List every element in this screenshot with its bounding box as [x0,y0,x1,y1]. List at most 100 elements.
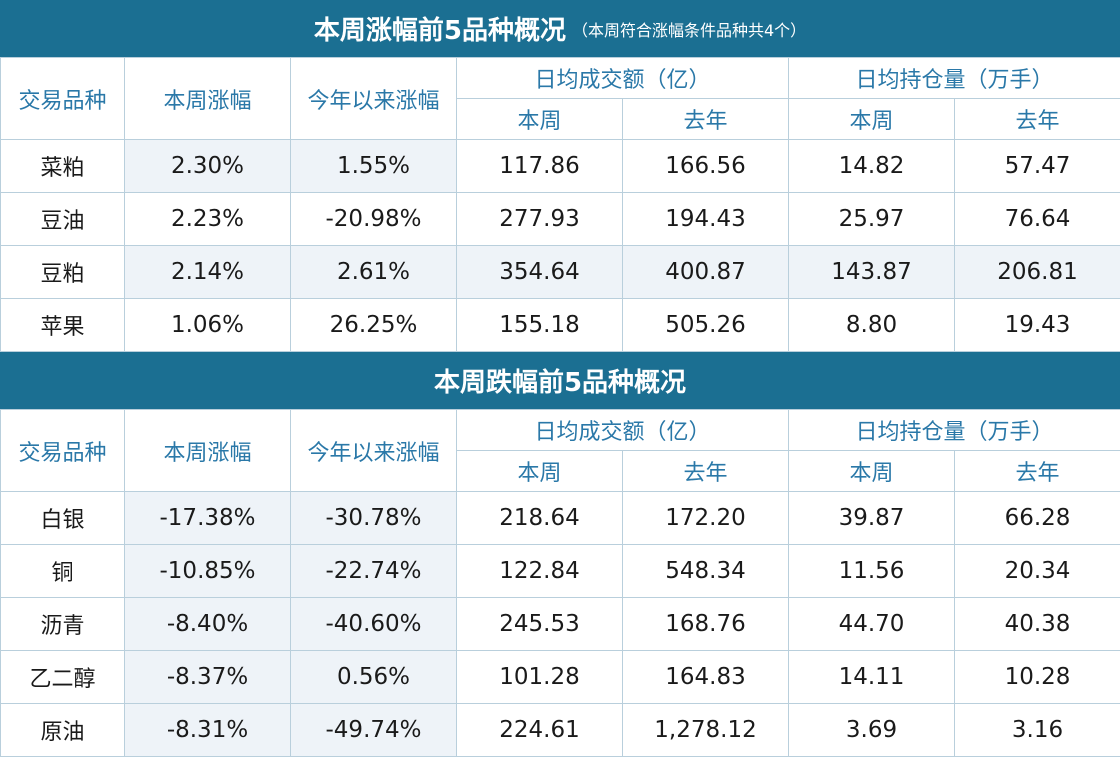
table-row: 苹果 1.06% 26.25% 155.18 505.26 8.80 19.43 [0,298,1120,352]
cell-variety: 原油 [0,703,125,757]
cell-ytd-change: 26.25% [290,298,457,352]
header-ytd-change: 今年以来涨幅 [290,409,457,492]
cell-variety: 白银 [0,491,125,545]
cell-oi-this-week: 143.87 [788,245,956,299]
top-gainers-table: 交易品种 本周涨幅 今年以来涨幅 日均成交额（亿） 日均持仓量（万手） 本周 去… [0,57,1120,352]
header-variety: 交易品种 [0,409,125,492]
cell-ytd-change: -30.78% [290,491,457,545]
table-row: 豆粕 2.14% 2.61% 354.64 400.87 143.87 206.… [0,245,1120,299]
cell-oi-this-week: 44.70 [788,597,956,651]
cell-oi-last-year: 57.47 [954,139,1120,193]
top-gainers-subtitle: （本周符合涨幅条件品种共4个） [571,20,807,40]
cell-variety: 苹果 [0,298,125,352]
cell-ytd-change: 0.56% [290,650,457,704]
top-gainers-title-bar: 本周涨幅前5品种概况 （本周符合涨幅条件品种共4个） [0,0,1120,57]
cell-oi-last-year: 19.43 [954,298,1120,352]
cell-volume-this-week: 224.61 [456,703,623,757]
cell-week-change: -8.31% [124,703,291,757]
cell-volume-this-week: 122.84 [456,544,623,598]
cell-ytd-change: -20.98% [290,192,457,246]
cell-oi-this-week: 3.69 [788,703,956,757]
cell-week-change: 2.30% [124,139,291,193]
cell-week-change: 2.23% [124,192,291,246]
header-ytd-change: 今年以来涨幅 [290,57,457,140]
header-week-change: 本周涨幅 [124,409,291,492]
header-avg-oi: 日均持仓量（万手） [788,57,1120,99]
cell-oi-last-year: 20.34 [954,544,1120,598]
cell-volume-last-year: 164.83 [621,650,790,704]
header-row: 交易品种 本周涨幅 今年以来涨幅 日均成交额（亿） 日均持仓量（万手） [0,409,1120,492]
header-avg-volume: 日均成交额（亿） [455,57,790,99]
subheader-oi-last-year: 去年 [954,98,1120,140]
cell-week-change: -10.85% [124,544,291,598]
cell-variety: 沥青 [0,597,125,651]
cell-volume-last-year: 1,278.12 [621,703,790,757]
subheader-volume-last-year: 去年 [621,98,790,140]
cell-volume-this-week: 277.93 [456,192,623,246]
cell-variety: 豆粕 [0,245,125,299]
header-avg-oi: 日均持仓量（万手） [788,409,1120,451]
cell-variety: 菜粕 [0,139,125,193]
cell-ytd-change: -22.74% [290,544,457,598]
cell-volume-last-year: 168.76 [621,597,790,651]
cell-oi-last-year: 40.38 [954,597,1120,651]
table-row: 原油 -8.31% -49.74% 224.61 1,278.12 3.69 3… [0,703,1120,757]
cell-week-change: 1.06% [124,298,291,352]
cell-oi-last-year: 206.81 [954,245,1120,299]
cell-ytd-change: -40.60% [290,597,457,651]
cell-oi-this-week: 25.97 [788,192,956,246]
cell-oi-this-week: 14.82 [788,139,956,193]
cell-volume-last-year: 194.43 [621,192,790,246]
cell-oi-this-week: 11.56 [788,544,956,598]
cell-volume-this-week: 218.64 [456,491,623,545]
cell-oi-last-year: 3.16 [954,703,1120,757]
cell-ytd-change: 1.55% [290,139,457,193]
table-row: 乙二醇 -8.37% 0.56% 101.28 164.83 14.11 10.… [0,650,1120,704]
cell-oi-last-year: 10.28 [954,650,1120,704]
subheader-volume-last-year: 去年 [621,450,790,492]
cell-variety: 铜 [0,544,125,598]
header-row: 交易品种 本周涨幅 今年以来涨幅 日均成交额（亿） 日均持仓量（万手） [0,57,1120,140]
header-week-change: 本周涨幅 [124,57,291,140]
cell-week-change: -8.37% [124,650,291,704]
cell-week-change: -17.38% [124,491,291,545]
cell-ytd-change: -49.74% [290,703,457,757]
subheader-oi-this-week: 本周 [788,98,956,140]
table-row: 沥青 -8.40% -40.60% 245.53 168.76 44.70 40… [0,597,1120,651]
header-avg-volume: 日均成交额（亿） [455,409,790,451]
header-variety: 交易品种 [0,57,125,140]
cell-oi-this-week: 39.87 [788,491,956,545]
table-row: 铜 -10.85% -22.74% 122.84 548.34 11.56 20… [0,544,1120,598]
cell-volume-last-year: 166.56 [621,139,790,193]
cell-week-change: -8.40% [124,597,291,651]
top-losers-title-bar: 本周跌幅前5品种概况 [0,352,1120,409]
subheader-oi-this-week: 本周 [788,450,956,492]
top-losers-title: 本周跌幅前5品种概况 [433,368,687,398]
cell-oi-last-year: 66.28 [954,491,1120,545]
cell-week-change: 2.14% [124,245,291,299]
cell-volume-last-year: 548.34 [621,544,790,598]
subheader-volume-this-week: 本周 [456,450,623,492]
cell-volume-this-week: 117.86 [456,139,623,193]
cell-ytd-change: 2.61% [290,245,457,299]
cell-volume-this-week: 354.64 [456,245,623,299]
subheader-oi-last-year: 去年 [954,450,1120,492]
table-row: 豆油 2.23% -20.98% 277.93 194.43 25.97 76.… [0,192,1120,246]
table-row: 菜粕 2.30% 1.55% 117.86 166.56 14.82 57.47 [0,139,1120,193]
table-row: 白银 -17.38% -30.78% 218.64 172.20 39.87 6… [0,491,1120,545]
cell-oi-this-week: 8.80 [788,298,956,352]
cell-volume-last-year: 400.87 [621,245,790,299]
cell-volume-this-week: 245.53 [456,597,623,651]
cell-volume-last-year: 172.20 [621,491,790,545]
top-losers-table: 交易品种 本周涨幅 今年以来涨幅 日均成交额（亿） 日均持仓量（万手） 本周 去… [0,409,1120,757]
cell-variety: 乙二醇 [0,650,125,704]
cell-variety: 豆油 [0,192,125,246]
subheader-volume-this-week: 本周 [456,98,623,140]
top-gainers-title: 本周涨幅前5品种概况 [313,16,566,46]
cell-volume-last-year: 505.26 [621,298,790,352]
cell-volume-this-week: 155.18 [456,298,623,352]
cell-oi-this-week: 14.11 [788,650,956,704]
cell-volume-this-week: 101.28 [456,650,623,704]
cell-oi-last-year: 76.64 [954,192,1120,246]
